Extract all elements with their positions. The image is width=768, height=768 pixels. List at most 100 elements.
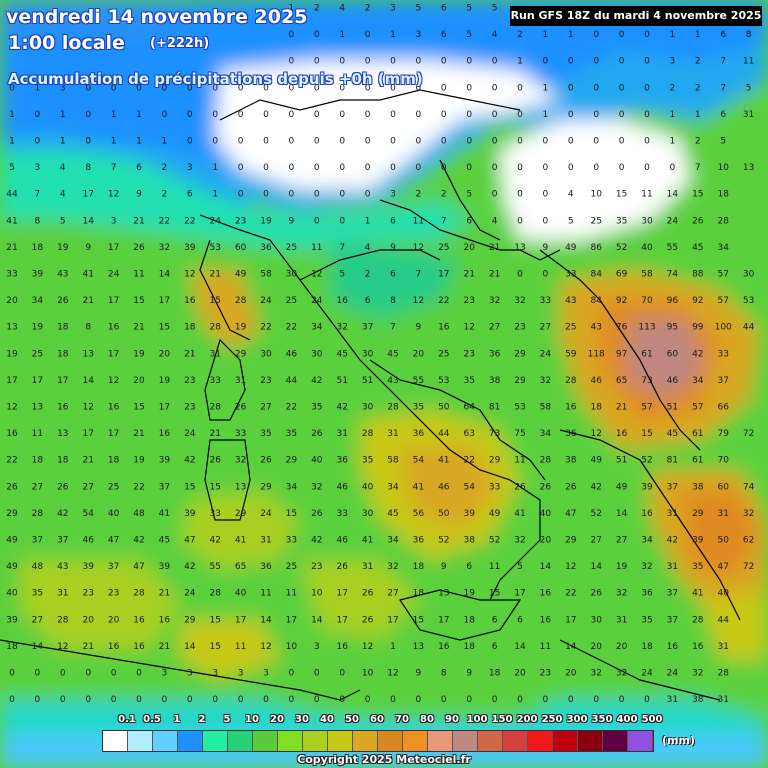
grid-value: 15 xyxy=(184,482,195,492)
grid-value: 32 xyxy=(489,296,500,306)
grid-value: 0 xyxy=(289,669,295,679)
grid-value: 29 xyxy=(6,509,18,519)
grid-value: 61 xyxy=(692,429,703,439)
grid-value: 0 xyxy=(289,110,295,120)
grid-value: 60 xyxy=(235,243,247,253)
grid-value: 1 xyxy=(212,163,218,173)
grid-value: 32 xyxy=(336,323,347,333)
grid-value: 22 xyxy=(565,589,576,599)
grid-value: 18 xyxy=(184,323,196,333)
grid-value: 33 xyxy=(209,376,220,386)
grid-value: 1 xyxy=(60,137,66,147)
grid-value: 15 xyxy=(209,615,220,625)
grid-value: 45 xyxy=(336,349,347,359)
grid-value: 32 xyxy=(641,562,652,572)
grid-value: 0 xyxy=(187,137,193,147)
grid-value: 16 xyxy=(6,429,18,439)
grid-value: 1 xyxy=(289,4,295,14)
grid-value: 38 xyxy=(692,482,704,492)
grid-value: 0 xyxy=(492,163,498,173)
grid-value: 43 xyxy=(565,296,576,306)
grid-value: 9 xyxy=(85,243,91,253)
grid-value: 45 xyxy=(692,243,703,253)
legend-threshold-label: 400 xyxy=(616,714,638,725)
grid-value: 19 xyxy=(463,589,475,599)
grid-value: 14 xyxy=(667,190,679,200)
grid-value: 21 xyxy=(159,589,170,599)
grid-value: 1 xyxy=(543,110,549,120)
grid-value: 53 xyxy=(209,243,220,253)
grid-value: 39 xyxy=(692,536,704,546)
grid-value: 31 xyxy=(336,429,347,439)
grid-value: 30 xyxy=(743,270,755,280)
grid-value: 3 xyxy=(238,669,244,679)
grid-value: 29 xyxy=(260,482,272,492)
grid-value: 42 xyxy=(590,482,601,492)
grid-value: 11 xyxy=(540,642,551,652)
grid-value: 0 xyxy=(644,30,650,40)
grid-value: 15 xyxy=(133,403,144,413)
grid-value: 33 xyxy=(717,349,728,359)
legend-threshold-label: 70 xyxy=(395,714,409,725)
grid-value: 0 xyxy=(339,57,345,67)
grid-value: 52 xyxy=(590,509,601,519)
grid-value: 26 xyxy=(57,482,69,492)
legend-threshold-label: 350 xyxy=(591,714,613,725)
grid-value: 6 xyxy=(136,163,142,173)
grid-value: 16 xyxy=(159,615,171,625)
grid-value: 10 xyxy=(590,190,602,200)
grid-value: 14 xyxy=(616,509,628,519)
grid-value: 16 xyxy=(438,323,450,333)
grid-value: 0 xyxy=(111,669,117,679)
grid-value: 22 xyxy=(159,216,170,226)
grid-value: 51 xyxy=(336,376,347,386)
forecast-date: vendredi 14 novembre 2025 xyxy=(6,6,308,28)
grid-value: 28 xyxy=(717,669,729,679)
grid-value: 1 xyxy=(35,83,41,93)
grid-value: 1 xyxy=(543,30,549,40)
grid-value: 12 xyxy=(362,642,373,652)
grid-value: 20 xyxy=(514,669,526,679)
grid-value: 0 xyxy=(365,30,371,40)
grid-value: 46 xyxy=(82,536,94,546)
grid-value: 53 xyxy=(438,376,449,386)
grid-value: 36 xyxy=(336,456,348,466)
grid-value: 23 xyxy=(514,323,525,333)
grid-value: 51 xyxy=(667,403,678,413)
grid-value: 0 xyxy=(136,695,142,705)
grid-value: 4 xyxy=(365,243,371,253)
grid-value: 3 xyxy=(670,57,676,67)
grid-value: 39 xyxy=(159,562,171,572)
grid-value: 11 xyxy=(32,429,43,439)
grid-value: 36 xyxy=(641,589,653,599)
grid-value: 31 xyxy=(235,376,246,386)
grid-value: 19 xyxy=(6,349,18,359)
grid-value: 0 xyxy=(85,137,91,147)
grid-value: 0 xyxy=(568,83,574,93)
grid-value: 0 xyxy=(289,695,295,705)
grid-value: 0 xyxy=(517,190,523,200)
grid-value: 0 xyxy=(365,190,371,200)
grid-value: 0 xyxy=(339,669,345,679)
grid-value: 35 xyxy=(32,589,43,599)
grid-value: 20 xyxy=(590,642,602,652)
grid-value: 40 xyxy=(311,456,323,466)
grid-value: 23 xyxy=(108,589,119,599)
grid-value: 12 xyxy=(565,562,576,572)
grid-value: 7 xyxy=(720,57,726,67)
grid-value: 45 xyxy=(387,509,398,519)
grid-value: 73 xyxy=(489,429,500,439)
grid-value: 0 xyxy=(314,216,320,226)
grid-value: 34 xyxy=(540,429,552,439)
grid-value: 15 xyxy=(489,589,500,599)
grid-value: 0 xyxy=(644,110,650,120)
grid-value: 29 xyxy=(286,456,298,466)
grid-value: 0 xyxy=(365,137,371,147)
grid-value: 42 xyxy=(184,456,195,466)
grid-value: 88 xyxy=(692,270,704,280)
grid-value: 57 xyxy=(717,296,728,306)
grid-value: 12 xyxy=(590,429,601,439)
grid-value: 39 xyxy=(6,615,18,625)
grid-value: 0 xyxy=(466,695,472,705)
grid-value: 0 xyxy=(390,83,396,93)
